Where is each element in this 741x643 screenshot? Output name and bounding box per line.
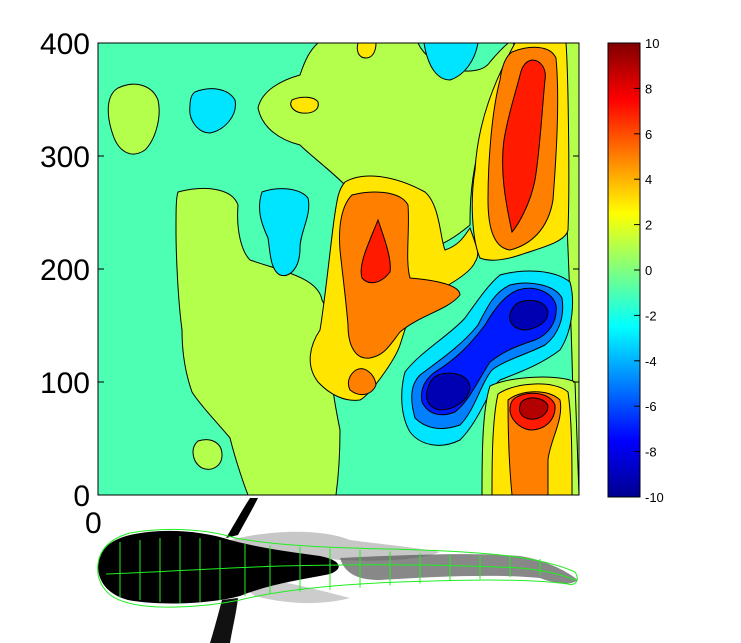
colorbar-tick-label: 0 — [645, 263, 652, 278]
y-axis: 0 100 200 300 400 — [40, 28, 579, 513]
contour-left-plateau — [175, 187, 341, 495]
contour-yellow-dot-small — [290, 96, 319, 114]
contour-diag-core — [502, 59, 546, 234]
colorbar-tick-label: 10 — [645, 36, 659, 51]
fin-lower — [210, 598, 238, 643]
y-tick-label: 400 — [40, 28, 90, 61]
contour-cyan-hole-top — [423, 43, 479, 81]
plot-area — [98, 43, 579, 495]
fish-mesh-outline — [97, 528, 578, 608]
fish-tail — [340, 554, 578, 584]
colorbar-tick-label: 8 — [645, 81, 652, 96]
contour-island-bottomleft — [192, 439, 223, 470]
fish-image — [97, 498, 578, 643]
fish-body — [98, 530, 339, 604]
contour-cyan-hole-left — [189, 88, 236, 134]
colorbar-tick-label: -2 — [645, 308, 657, 323]
colorbar-tick-label: 6 — [645, 127, 652, 142]
y-tick-label: 200 — [40, 254, 90, 287]
fish-mesh-ribs — [119, 536, 541, 604]
x-tick-label: 0 — [85, 507, 102, 540]
contour-yellow-dot-top — [356, 43, 377, 59]
contour-blue-valley-deep-b — [426, 372, 471, 411]
y-tick-label: 100 — [40, 367, 90, 400]
colorbar-axis: -10 -8 -6 -4 -2 0 2 4 6 8 10 — [634, 36, 664, 505]
contour-br-peak-core — [519, 397, 549, 420]
fish-mesh-midline — [105, 564, 577, 581]
contour-blue-valley-deep-a — [509, 299, 549, 331]
colorbar-tick-label: -8 — [645, 445, 657, 460]
fin-upper — [226, 498, 258, 538]
contour-island-topleft — [107, 83, 160, 155]
contour-cyan-hole-center — [259, 188, 310, 277]
colorbar-tick-label: 2 — [645, 218, 652, 233]
colorbar-tick-label: -4 — [645, 354, 657, 369]
contour-central-peak — [339, 191, 461, 359]
colorbar-tick-label: -6 — [645, 399, 657, 414]
contour-central-lobe — [347, 368, 377, 396]
y-tick-label: 0 — [73, 480, 90, 513]
contour-central-core — [360, 218, 391, 284]
colorbar-tick-label: -10 — [645, 490, 664, 505]
colorbar-tick-label: 4 — [645, 172, 652, 187]
y-tick-label: 300 — [40, 141, 90, 174]
